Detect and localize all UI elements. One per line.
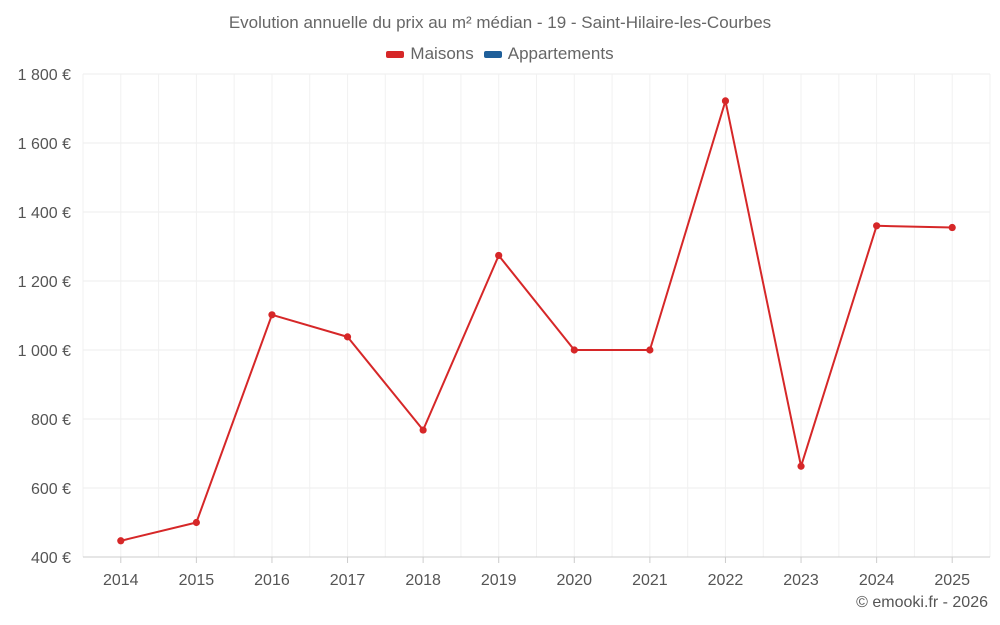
x-tick-label: 2021	[632, 572, 668, 589]
y-tick-label: 600 €	[31, 481, 71, 498]
y-tick-label: 1 600 €	[18, 136, 71, 153]
legend-swatch-appartements	[483, 50, 502, 58]
x-tick-label: 2024	[859, 572, 895, 589]
data-point	[797, 462, 805, 470]
y-tick-label: 1 400 €	[18, 205, 71, 222]
legend-swatch-maisons	[386, 50, 405, 58]
data-point	[192, 518, 200, 527]
legend-item-appartements[interactable]: Appartements	[483, 44, 614, 64]
x-tick-label: 2017	[330, 572, 366, 589]
legend-label-maisons: Maisons	[410, 44, 474, 63]
grid	[82, 73, 991, 557]
x-tick-label: 2018	[405, 572, 441, 589]
axes: 400 € 600 € 800 € 1 000 € 1 200 € 1 400 € 1 60…	[18, 67, 990, 589]
y-tick-label: 1 200 €	[18, 274, 71, 291]
data-point	[117, 537, 125, 545]
legend-item-maisons[interactable]: Maisons	[386, 44, 474, 64]
y-tick-label: 1 000 €	[18, 343, 71, 360]
data-point	[721, 97, 730, 105]
chart-title: Evolution annuelle du prix au m² médian …	[228, 13, 772, 32]
data-point	[646, 346, 654, 354]
series	[117, 97, 956, 545]
data-point	[495, 251, 503, 260]
data-point	[873, 222, 881, 230]
data-point	[268, 311, 276, 319]
x-tick-label: 2016	[254, 572, 290, 589]
data-point	[570, 346, 578, 354]
data-point	[343, 333, 352, 341]
legend: Maisons Appartements	[0, 44, 1000, 64]
x-tick-label: 2015	[179, 572, 215, 589]
x-tick-label: 2023	[783, 572, 819, 589]
data-point	[948, 223, 956, 232]
y-tick-label: 400 €	[31, 550, 71, 567]
y-tick-label: 800 €	[31, 412, 71, 429]
series-line-maisons	[120, 99, 953, 542]
x-tick-label: 2020	[556, 572, 592, 589]
x-tick-label: 2022	[708, 572, 744, 589]
credit: © emooki.fr - 2026	[856, 594, 988, 611]
x-tick-label: 2025	[934, 572, 970, 589]
data-point	[419, 426, 427, 434]
y-tick-label: 1 800 €	[18, 67, 71, 84]
x-tick-label: 2014	[103, 572, 139, 589]
x-tick-label: 2019	[481, 572, 517, 589]
legend-label-appartements: Appartements	[507, 44, 614, 63]
